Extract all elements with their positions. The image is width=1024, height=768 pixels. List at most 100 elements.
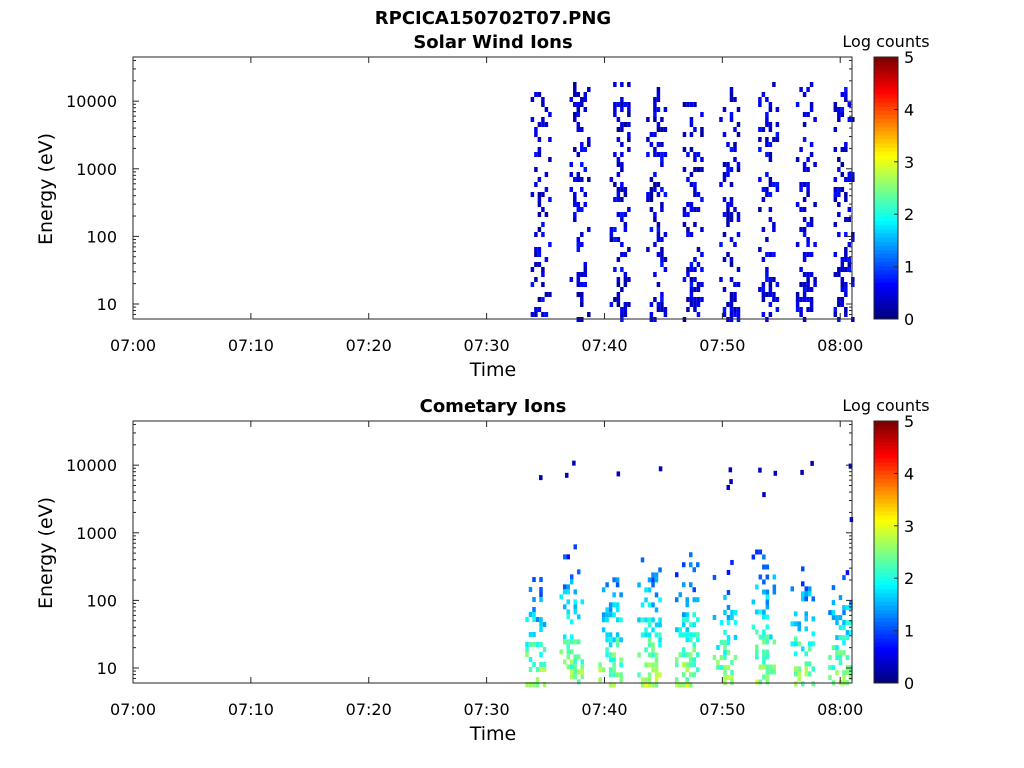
heatmap-cell	[837, 167, 841, 172]
colorbar-segment	[874, 654, 898, 659]
heatmap-cell	[795, 307, 800, 312]
heatmap-cell	[681, 647, 686, 653]
heatmap-cell	[656, 252, 661, 257]
colorbar-segment	[874, 85, 898, 91]
x-tick-label: 07:00	[110, 336, 156, 355]
heatmap-cell	[837, 112, 841, 117]
heatmap-cell	[605, 607, 609, 613]
heatmap-cell	[809, 297, 814, 302]
heatmap-cell	[583, 147, 588, 152]
heatmap-cell	[696, 247, 701, 252]
heatmap-cell	[726, 589, 731, 595]
heatmap-cell	[736, 107, 741, 112]
heatmap-cell	[755, 649, 759, 655]
heatmap-cell	[768, 217, 773, 222]
heatmap-cell	[809, 302, 814, 307]
heatmap-cell	[656, 97, 661, 102]
heatmap-cell	[797, 676, 801, 682]
heatmap-cell	[693, 222, 697, 227]
y-tick-label: 10	[97, 295, 117, 314]
heatmap-cell	[653, 217, 657, 222]
heatmap-cell	[696, 262, 701, 267]
heatmap-cell	[532, 682, 536, 688]
heatmap-cell	[681, 632, 686, 638]
heatmap-cell	[580, 127, 584, 132]
colorbar-segment	[874, 449, 898, 455]
heatmap-cell	[654, 607, 659, 613]
heatmap-cell	[681, 652, 686, 658]
colorbar-segment	[874, 609, 898, 614]
heatmap-cell	[755, 609, 759, 615]
heatmap-cell	[637, 652, 641, 658]
heatmap-cell	[651, 667, 655, 673]
heatmap-cell	[844, 312, 848, 317]
heatmap-cell	[807, 641, 812, 647]
heatmap-cell	[576, 242, 581, 247]
heatmap-cell	[616, 162, 621, 167]
heatmap-cell	[660, 262, 664, 267]
heatmap-cell	[569, 649, 574, 655]
heatmap-cell	[580, 664, 584, 670]
heatmap-cell	[539, 597, 543, 603]
heatmap-cell	[851, 317, 855, 322]
heatmap-cell	[605, 652, 609, 658]
heatmap-cell	[681, 582, 686, 588]
heatmap-cell	[758, 634, 763, 640]
heatmap-cell	[601, 587, 606, 593]
colorbar-segment	[874, 114, 898, 119]
heatmap-cell	[653, 172, 657, 177]
heatmap-cell	[539, 617, 543, 623]
colorbar-segment	[874, 666, 898, 672]
heatmap-cell	[693, 307, 697, 312]
heatmap-cell	[688, 662, 693, 668]
heatmap-cell	[620, 82, 624, 87]
colorbar-segment	[874, 437, 898, 442]
heatmap-cell	[656, 232, 661, 237]
heatmap-cell	[828, 655, 832, 661]
heatmap-cell	[612, 667, 616, 673]
heatmap-cell	[562, 554, 567, 560]
colorbar-segment	[874, 69, 898, 74]
heatmap-cell	[790, 641, 794, 647]
heatmap-cell	[616, 192, 621, 197]
heatmap-cell	[573, 192, 577, 197]
colorbar-segment	[874, 282, 898, 287]
heatmap-cell	[612, 592, 616, 598]
heatmap-cell	[528, 632, 533, 638]
colorbar-tick-label: 2	[904, 569, 914, 588]
heatmap-cell	[726, 614, 731, 620]
heatmap-cell	[542, 667, 547, 673]
heatmap-cell	[580, 102, 584, 107]
heatmap-cell	[765, 604, 770, 610]
heatmap-cell	[793, 671, 798, 677]
heatmap-cell	[681, 682, 686, 688]
colorbar-segment	[874, 298, 898, 304]
heatmap-cell	[696, 167, 701, 172]
heatmap-cell	[532, 642, 536, 648]
heatmap-cell	[674, 682, 679, 688]
heatmap-cell	[537, 297, 542, 302]
heatmap-cell	[693, 297, 697, 302]
colorbar-segment	[874, 547, 898, 553]
heatmap-cell	[660, 202, 664, 207]
heatmap-cell	[583, 167, 588, 172]
heatmap-cell	[807, 586, 812, 592]
heatmap-cell	[700, 282, 704, 287]
heatmap-cell	[696, 152, 701, 157]
heatmap-cell	[696, 192, 701, 197]
colorbar-tick-label: 0	[904, 310, 914, 329]
heatmap-cell	[775, 297, 780, 302]
heatmap-cell	[765, 292, 769, 297]
heatmap-cell	[765, 172, 769, 177]
plot-frame	[132, 56, 853, 320]
heatmap-cell	[544, 212, 549, 217]
colorbar-segment	[874, 588, 898, 594]
heatmap-cell	[576, 237, 581, 242]
heatmap-cell	[772, 82, 776, 87]
heatmap-cell	[726, 619, 731, 625]
solar-wind-panel: Solar Wind Ions Log counts Time Energy (…	[35, 32, 930, 381]
heatmap-cell	[569, 187, 574, 192]
heatmap-cell	[685, 667, 689, 673]
heatmap-cell	[726, 569, 731, 575]
heatmap-cell	[651, 577, 655, 583]
